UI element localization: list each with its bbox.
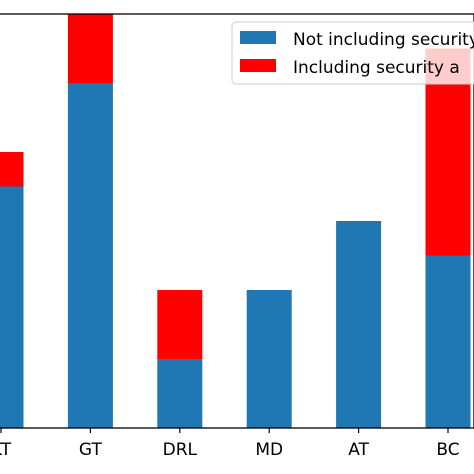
bar-kt-series-2	[0, 152, 24, 187]
legend-swatch-series-1	[240, 31, 276, 44]
bar-kt-series-1	[0, 186, 24, 428]
legend-frame	[231, 21, 474, 85]
legend-swatch-series-2	[240, 59, 276, 72]
x-tick-label-kt: KT	[0, 440, 12, 460]
x-axis-ticks: KT GT DRL MD AT BC	[0, 428, 460, 460]
bar-at-series-1	[336, 221, 382, 428]
x-tick-label-md: MD	[255, 440, 283, 460]
bar-drl-series-2	[157, 290, 203, 359]
x-tick-label-gt: GT	[79, 440, 103, 460]
x-tick-label-at: AT	[348, 440, 369, 460]
bar-layer	[0, 14, 471, 428]
bar-md-series-1	[246, 290, 292, 428]
bar-gt-series-1	[67, 83, 113, 428]
legend-label-series-1: Not including security	[293, 30, 474, 50]
bar-gt-series-2	[67, 14, 113, 83]
bar-drl-series-1	[157, 359, 203, 428]
plot-frame	[0, 13, 474, 429]
x-tick-label-bc: BC	[436, 440, 459, 460]
bar-bc-series-1	[425, 255, 471, 428]
legend: Not including security Including securit…	[231, 21, 474, 85]
x-tick-label-drl: DRL	[163, 440, 198, 460]
legend-label-series-2: Including security a	[293, 58, 460, 78]
